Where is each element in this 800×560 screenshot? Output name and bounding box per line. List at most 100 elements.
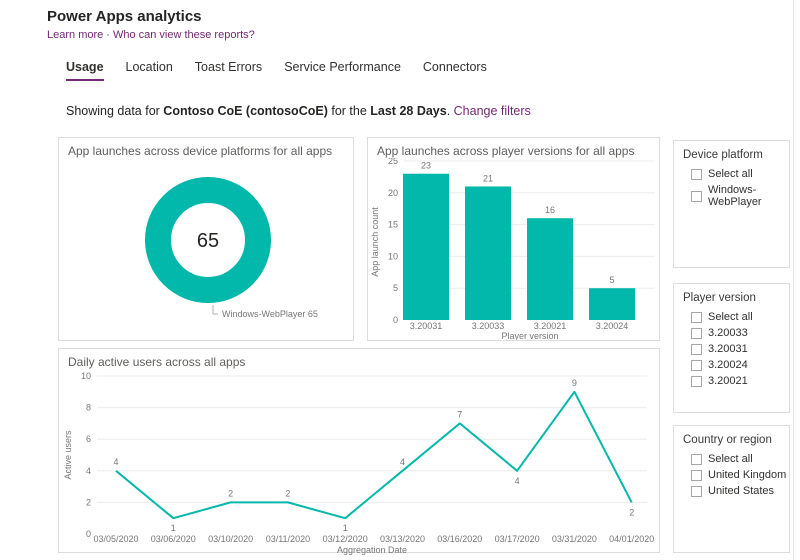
checkbox-icon[interactable] [691, 453, 702, 465]
x-axis-tick: 3.20021 [534, 321, 567, 331]
x-axis-title: Aggregation Date [337, 545, 407, 555]
header-links: Learn more · Who can view these reports? [47, 29, 255, 41]
bar-value-label: 16 [545, 205, 555, 215]
filter-option-label: Select all [708, 168, 753, 180]
tab-connectors[interactable]: Connectors [422, 60, 487, 74]
filter-option-select-all[interactable]: Select all [674, 309, 789, 325]
point-value-label: 1 [343, 523, 348, 533]
bar-3-20031[interactable] [403, 173, 449, 320]
page-title: Power Apps analytics [47, 8, 202, 25]
x-axis-tick: 03/31/2020 [552, 534, 597, 544]
checkbox-icon[interactable] [691, 343, 702, 355]
filter-panel-country-or-region: Country or region Select all United Kingdo… [673, 425, 790, 553]
x-axis-tick: 3.20033 [472, 321, 505, 331]
filter-title-country-or-region: Country or region [683, 434, 772, 446]
filter-option-select-all[interactable]: Select all [674, 166, 789, 182]
y-axis-tick: 20 [388, 188, 398, 198]
point-value-label: 2 [228, 488, 233, 498]
x-axis-tick: 03/10/2020 [208, 534, 253, 544]
bar-3-20024[interactable] [589, 288, 635, 320]
checkbox-icon[interactable] [691, 311, 702, 323]
bar-chart: 0 5 10 15 20 25 App launch count 23 3.20031 21 3.2… [370, 158, 655, 340]
donut-slice-label: Windows-WebPlayer 65 [222, 309, 318, 319]
x-axis-tick: 03/17/2020 [495, 534, 540, 544]
point-value-label: 4 [515, 476, 520, 486]
filter-option-3-20033[interactable]: 3.20033 [674, 325, 789, 341]
bar-value-label: 21 [483, 173, 493, 183]
filter-title-device-platform: Device platform [683, 149, 763, 161]
donut-center-value: 65 [197, 230, 219, 252]
bar-value-label: 5 [609, 275, 614, 285]
filter-summary-prefix: Showing data for [66, 104, 164, 118]
y-axis-title: Active users [63, 430, 73, 480]
donut-chart-title: App launches across device platforms for… [68, 144, 333, 158]
x-axis-title: Player version [501, 331, 558, 340]
tab-usage[interactable]: Usage [66, 60, 104, 81]
filter-option-3-20031[interactable]: 3.20031 [674, 341, 789, 357]
filter-option-label: United Kingdom [708, 469, 787, 481]
learn-more-link[interactable]: Learn more [47, 29, 104, 41]
active-users-line-series[interactable] [115, 390, 633, 520]
bar-chart-title: App launches across player versions for … [377, 144, 635, 158]
tab-service-performance[interactable]: Service Performance [284, 60, 401, 74]
link-separator: · [106, 29, 110, 41]
bar-3-20033[interactable] [465, 186, 511, 320]
point-value-label: 9 [572, 378, 577, 388]
x-axis-tick: 3.20024 [596, 321, 629, 331]
filter-option-3-20024[interactable]: 3.20024 [674, 357, 789, 373]
checkbox-icon[interactable] [691, 485, 702, 497]
point-value-label: 4 [113, 457, 118, 467]
filter-title-player-version: Player version [683, 292, 756, 304]
filter-option-label: Select all [708, 311, 753, 323]
point-value-label: 7 [457, 409, 462, 419]
tab-toast-errors[interactable]: Toast Errors [194, 60, 263, 74]
y-axis-title: App launch count [370, 207, 380, 277]
y-axis-tick: 5 [393, 283, 398, 293]
donut-slice-windows-webplayer[interactable] [145, 177, 271, 303]
filter-option-select-all[interactable]: Select all [674, 451, 789, 467]
checkbox-icon[interactable] [691, 469, 702, 481]
change-filters-link[interactable]: Change filters [453, 104, 531, 118]
filter-panel-device-platform: Device platform Select all Windows-WebPlay… [673, 140, 790, 268]
checkbox-icon[interactable] [691, 190, 702, 202]
filter-option-3-20021[interactable]: 3.20021 [674, 373, 789, 389]
y-axis-tick: 0 [86, 529, 91, 539]
y-axis-tick: 0 [393, 315, 398, 325]
y-axis-tick: 2 [86, 497, 91, 507]
x-axis-tick: 3.20031 [410, 321, 443, 331]
who-can-view-link[interactable]: Who can view these reports? [112, 29, 255, 41]
x-axis-tick: 03/16/2020 [437, 534, 482, 544]
line-chart-title: Daily active users across all apps [68, 355, 246, 369]
point-value-label: 2 [629, 507, 634, 517]
y-axis-tick: 6 [86, 434, 91, 444]
filter-option-united-kingdom[interactable]: United Kingdom [674, 467, 789, 483]
checkbox-icon[interactable] [691, 327, 702, 339]
checkbox-icon[interactable] [691, 359, 702, 371]
bar-3-20021[interactable] [527, 218, 573, 320]
filter-option-label: United States [708, 485, 775, 497]
y-axis-tick: 15 [388, 220, 398, 230]
filter-option-united-states[interactable]: United States [674, 483, 789, 499]
filter-option-label: 3.20031 [708, 343, 748, 355]
filter-summary-suffix: . [446, 104, 454, 118]
filter-summary-middle: for the [327, 104, 371, 118]
x-axis-tick: 03/05/2020 [93, 534, 138, 544]
y-axis-tick: 25 [388, 158, 398, 166]
filter-option-label: 3.20033 [708, 327, 748, 339]
line-chart-card: Daily active users across all apps 0 2 4 6 8… [58, 348, 660, 555]
filter-option-label: Windows-WebPlayer [708, 184, 762, 208]
tab-location[interactable]: Location [125, 60, 173, 74]
x-axis-tick: 03/13/2020 [380, 534, 425, 544]
y-axis-tick: 10 [81, 371, 91, 381]
content-right-divider [793, 0, 794, 560]
checkbox-icon[interactable] [691, 375, 702, 387]
filter-option-label: Select all [708, 453, 753, 465]
donut-chart: 65 Windows-WebPlayer 65 [145, 177, 318, 319]
x-axis-tick: 03/12/2020 [323, 534, 368, 544]
filter-option-windows-webplayer[interactable]: Windows-WebPlayer [674, 182, 789, 210]
x-axis-tick: 03/11/2020 [266, 534, 310, 544]
checkbox-icon[interactable] [691, 168, 702, 180]
environment-name: Contoso CoE (contosoCoE) [163, 104, 328, 118]
